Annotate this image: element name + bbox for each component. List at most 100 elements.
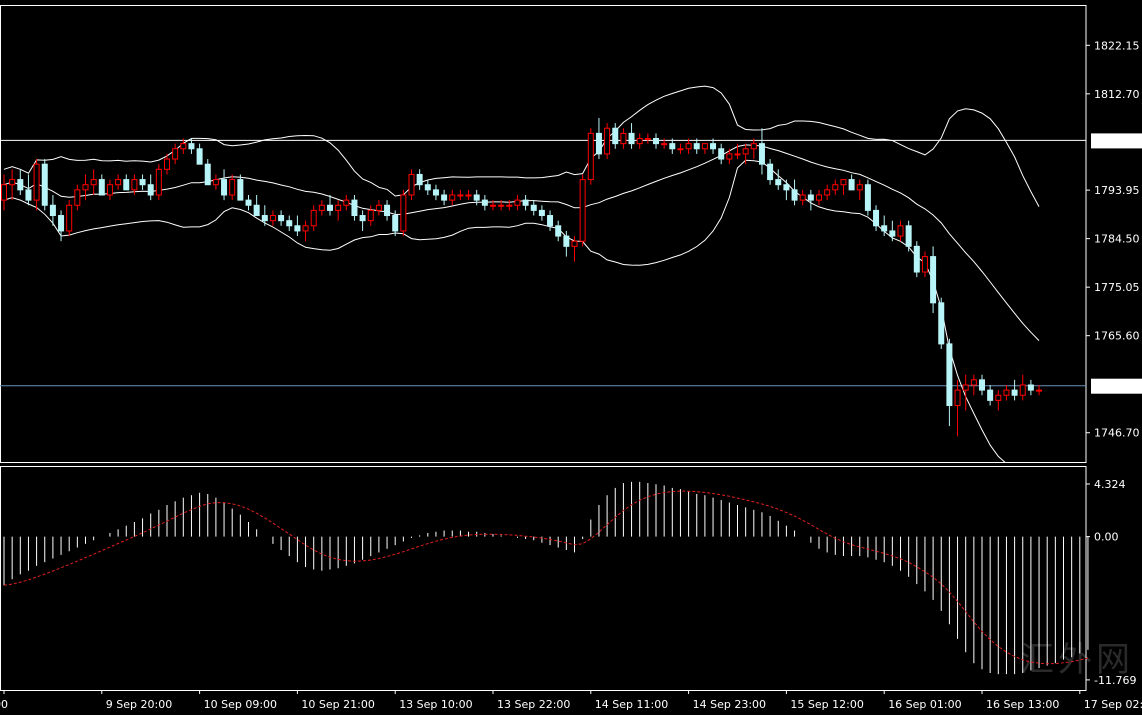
candle-body [905,225,912,247]
candle [571,236,578,262]
candle [889,220,896,242]
candle-body [604,127,611,155]
candle-body [327,204,333,211]
candle [41,159,48,211]
candle-body [253,204,260,217]
candle-body [995,394,1002,401]
candle [424,179,431,195]
candle [302,220,309,242]
candle-body [685,143,692,150]
candle [726,148,733,165]
candle-body [310,209,317,227]
candle-body [155,168,162,196]
candle-body [881,225,888,232]
candle-body [164,158,170,170]
time-axis-label: 9 Sep 20:00 [106,698,172,711]
price-panel-frame [0,5,1087,463]
candle [693,138,700,154]
candle-body [115,179,122,186]
candle-body [367,209,374,222]
candle-body [196,148,203,165]
candle [1011,379,1018,401]
candle [946,338,953,427]
candle-body [261,215,268,222]
candle [938,297,945,350]
candle [164,153,170,175]
candle-body [351,199,358,217]
candle [351,194,358,221]
candle-body [824,189,831,196]
candle [775,169,782,190]
candle-body [807,194,814,201]
candle-body [563,235,570,247]
candle [343,194,350,211]
candle-body [921,256,928,273]
candle [930,246,937,314]
candle [628,123,635,149]
candle [905,220,912,252]
candle-body [302,225,309,232]
candle [432,184,439,201]
candle [229,174,236,201]
candle-body [1027,384,1034,391]
candle-body [41,163,48,206]
macd-signal-line [3,490,1089,665]
candle [392,210,399,237]
candle [359,210,366,231]
candle-body [514,199,521,206]
candle [587,128,594,185]
time-axis-label: 13 Sep 22:00 [497,698,570,711]
price-tick-label: 1793.95 [1094,184,1140,197]
candle-body [506,204,513,207]
time-axis-label: 15 Sep 12:00 [790,698,863,711]
candle [783,179,790,201]
candle [718,143,725,165]
price-level-label: 1803.63 [1094,134,1140,147]
candle-body [33,163,40,201]
candle [913,241,920,278]
price-level-label-bg [1091,378,1142,394]
candle [547,210,554,231]
candle-body [669,143,676,150]
candle-body [677,148,684,151]
candle-body [938,302,945,345]
candle [530,200,537,216]
candle [66,200,73,237]
candle [816,189,822,206]
candle-body [767,163,774,181]
candle [636,133,643,149]
candle-body [628,132,635,145]
candle-body [864,184,871,211]
candle-body [343,199,350,206]
candle [791,179,798,206]
candle [970,374,977,396]
candle-body [498,204,505,207]
time-axis-label: 16 Sep 01:00 [888,698,961,711]
candle [17,169,24,195]
candle [873,205,880,231]
candle [995,390,1002,411]
candle [881,215,888,237]
candle [710,138,717,154]
candle [595,117,602,160]
candle [921,251,928,278]
candle-body [49,204,56,217]
price-tick-label: 1775.05 [1094,281,1140,294]
candle [465,189,472,201]
candle-body [74,189,81,206]
candle-body [758,143,765,165]
candle-body [384,204,391,217]
candle [962,374,969,411]
candle [604,123,611,160]
candle-body [237,179,244,201]
candle [278,210,285,226]
candle [538,205,545,221]
candle-body [930,256,937,304]
macd-tick-label: 4.324 [1094,478,1126,491]
candle [653,133,659,149]
candle [457,189,464,201]
candle [237,174,244,201]
candle-body [970,379,977,386]
candle [685,138,692,154]
